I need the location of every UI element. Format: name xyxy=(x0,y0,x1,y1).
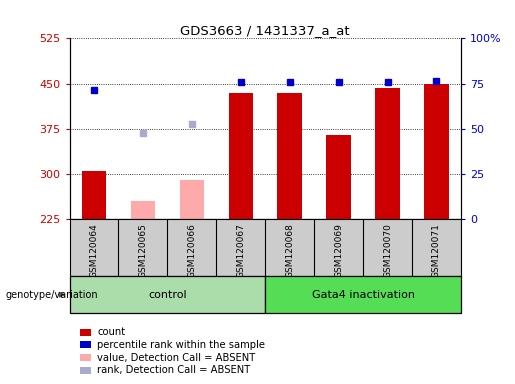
Bar xyxy=(375,88,400,219)
Text: GSM120066: GSM120066 xyxy=(187,223,196,278)
Text: GSM120065: GSM120065 xyxy=(139,223,147,278)
Text: GSM120067: GSM120067 xyxy=(236,223,245,278)
Text: GSM120070: GSM120070 xyxy=(383,223,392,278)
Bar xyxy=(327,135,351,219)
Text: value, Detection Call = ABSENT: value, Detection Call = ABSENT xyxy=(97,353,255,362)
Text: GSM120069: GSM120069 xyxy=(334,223,343,278)
FancyBboxPatch shape xyxy=(265,276,461,313)
Bar xyxy=(180,180,204,219)
Text: count: count xyxy=(97,327,126,337)
Text: rank, Detection Call = ABSENT: rank, Detection Call = ABSENT xyxy=(97,365,251,375)
Bar xyxy=(424,83,449,219)
Bar xyxy=(82,171,106,219)
Text: percentile rank within the sample: percentile rank within the sample xyxy=(97,340,265,350)
Text: GSM120071: GSM120071 xyxy=(432,223,441,278)
Text: GSM120068: GSM120068 xyxy=(285,223,294,278)
Title: GDS3663 / 1431337_a_at: GDS3663 / 1431337_a_at xyxy=(180,24,350,37)
Text: genotype/variation: genotype/variation xyxy=(5,290,98,300)
FancyBboxPatch shape xyxy=(70,276,265,313)
Bar xyxy=(278,93,302,219)
Bar xyxy=(229,93,253,219)
Text: control: control xyxy=(148,290,186,300)
Bar xyxy=(131,201,155,219)
Text: Gata4 inactivation: Gata4 inactivation xyxy=(312,290,415,300)
Text: GSM120064: GSM120064 xyxy=(90,223,98,278)
